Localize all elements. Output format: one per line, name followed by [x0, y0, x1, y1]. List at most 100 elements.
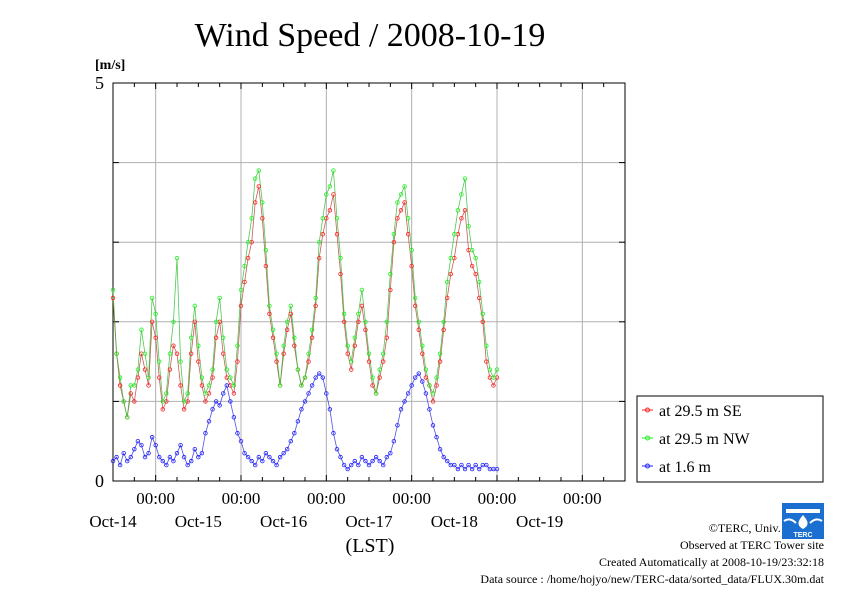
data-point	[391, 239, 397, 245]
data-point	[334, 446, 340, 452]
y-tick-label: 5	[95, 73, 104, 93]
data-point	[196, 343, 201, 348]
data-point	[242, 263, 247, 269]
data-point	[146, 375, 151, 380]
data-point	[242, 279, 247, 285]
data-point	[409, 263, 414, 269]
data-point	[373, 454, 379, 460]
data-point	[231, 391, 237, 396]
data-point	[395, 423, 400, 428]
data-point	[221, 391, 226, 396]
data-point	[377, 375, 382, 380]
data-point	[402, 200, 407, 205]
data-point	[430, 391, 436, 396]
data-point	[466, 224, 471, 229]
data-point	[441, 319, 446, 324]
data-point	[224, 383, 229, 388]
data-point	[171, 319, 176, 324]
data-point	[473, 462, 478, 468]
data-point	[363, 327, 368, 332]
data-point	[402, 184, 407, 189]
data-point	[167, 351, 173, 356]
data-point	[146, 383, 151, 388]
data-point	[477, 295, 482, 301]
data-point	[366, 359, 372, 364]
x-day-label: Oct-18	[431, 512, 478, 531]
data-point	[292, 431, 297, 436]
data-point	[423, 367, 429, 372]
x-tick-time-label: 00:00	[563, 489, 602, 508]
data-point	[277, 383, 283, 388]
data-point	[132, 399, 137, 404]
x-day-label: Oct-17	[345, 512, 393, 531]
data-point	[267, 454, 272, 460]
data-point	[313, 295, 318, 301]
data-point	[281, 450, 286, 456]
data-point	[494, 367, 500, 372]
data-point	[174, 255, 180, 261]
data-point	[405, 216, 411, 221]
data-point	[245, 239, 251, 245]
data-point	[491, 375, 496, 380]
data-point	[313, 375, 318, 380]
data-point	[477, 466, 482, 472]
data-point	[206, 419, 212, 424]
data-point	[480, 311, 485, 317]
data-point	[221, 351, 226, 356]
data-point	[164, 462, 169, 468]
observed-site-text: Observed at TERC Tower site	[679, 538, 824, 552]
data-point	[199, 450, 205, 456]
data-point	[167, 367, 173, 372]
data-point	[157, 359, 162, 364]
data-point	[370, 458, 375, 464]
data-point	[281, 351, 286, 356]
data-point	[281, 343, 286, 348]
data-point	[210, 375, 215, 380]
data-point	[306, 351, 311, 356]
data-point	[160, 458, 165, 464]
data-point	[434, 375, 439, 380]
data-point	[345, 351, 350, 356]
data-point	[206, 383, 212, 388]
data-point	[174, 450, 180, 456]
data-point	[139, 327, 144, 332]
data-point	[285, 446, 290, 452]
data-point	[469, 263, 475, 269]
data-point	[455, 466, 461, 472]
data-point	[341, 462, 347, 468]
data-point	[416, 319, 421, 324]
data-point	[110, 458, 116, 464]
data-point	[146, 450, 151, 456]
data-point	[366, 462, 372, 468]
data-point	[388, 287, 393, 293]
data-point	[405, 232, 411, 237]
data-point	[196, 454, 201, 460]
data-point	[192, 446, 197, 452]
chart-title: Wind Speed / 2008-10-19	[195, 17, 546, 54]
data-point	[132, 446, 137, 452]
data-point	[437, 351, 443, 356]
data-point	[370, 383, 375, 388]
data-point	[256, 168, 261, 173]
series-line	[112, 372, 497, 470]
data-point	[349, 462, 354, 468]
data-point	[221, 335, 226, 340]
data-point	[235, 431, 240, 436]
data-point	[331, 431, 336, 436]
data-point	[203, 399, 208, 404]
data-point	[199, 375, 205, 380]
data-point	[398, 407, 404, 412]
data-point	[228, 375, 233, 380]
data-point	[235, 343, 240, 348]
legend-swatch-marker	[645, 463, 650, 469]
data-point	[413, 375, 418, 380]
data-point	[249, 458, 254, 464]
data-point	[352, 343, 357, 348]
data-point	[192, 319, 197, 324]
data-point	[217, 295, 222, 301]
data-point	[452, 232, 457, 237]
data-point	[313, 303, 318, 309]
data-point	[384, 454, 389, 460]
plot-frame	[112, 82, 626, 482]
data-point	[114, 351, 119, 356]
